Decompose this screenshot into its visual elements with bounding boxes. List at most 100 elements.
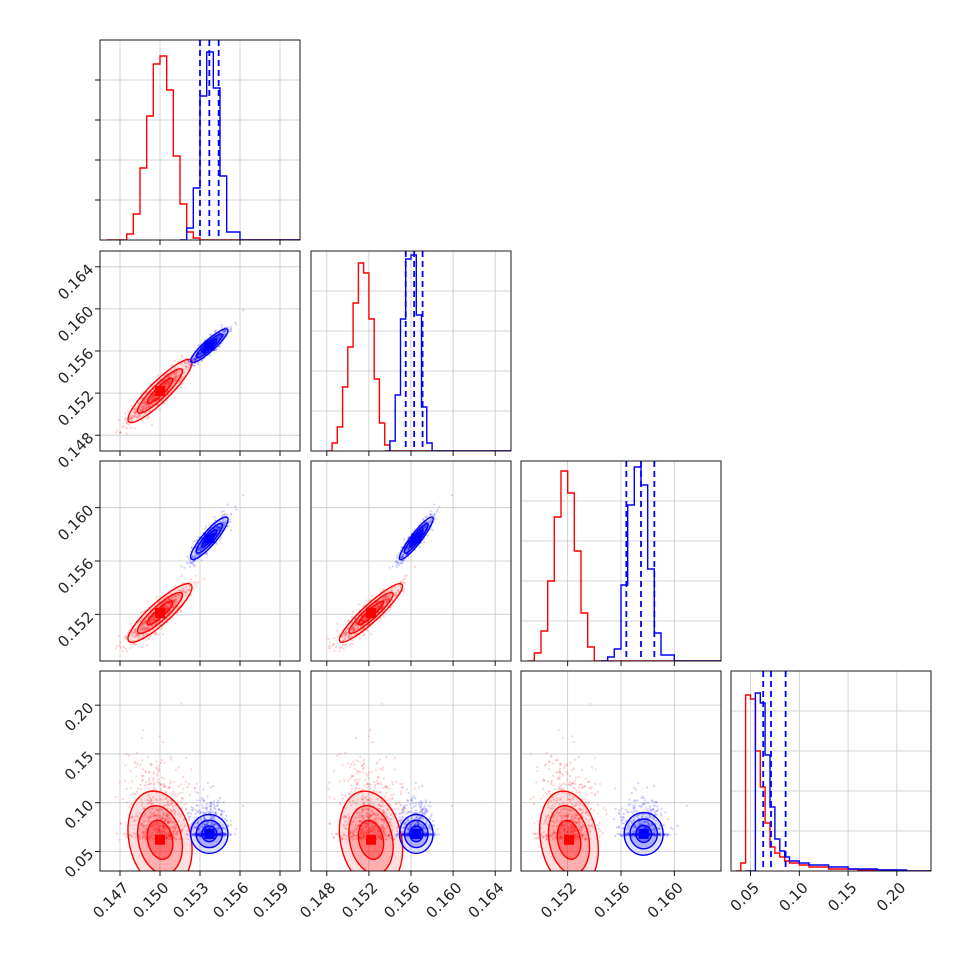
scatter-point — [202, 788, 205, 791]
scatter-point — [147, 637, 151, 640]
scatter-point — [195, 804, 198, 807]
scatter-point — [163, 378, 167, 381]
scatter-point — [173, 376, 176, 379]
scatter-point — [200, 353, 203, 356]
scatter-point — [130, 824, 133, 827]
scatter-point — [166, 835, 169, 838]
scatter-point — [144, 401, 147, 404]
scatter-point — [358, 637, 361, 640]
scatter-point — [217, 825, 220, 828]
scatter-point — [139, 414, 142, 417]
scatter-point — [148, 817, 151, 820]
scatter-point — [130, 417, 133, 420]
scatter-point — [147, 755, 150, 759]
scatter-point — [174, 372, 177, 376]
scatter-point — [189, 562, 192, 565]
scatter-point — [183, 566, 186, 569]
scatter-point — [152, 811, 155, 815]
scatter-point — [213, 817, 216, 821]
scatter-point — [342, 824, 345, 827]
scatter-point — [400, 556, 403, 559]
scatter-point — [338, 650, 341, 653]
scatter-point — [328, 644, 331, 647]
scatter-point — [133, 631, 136, 635]
scatter-point — [152, 394, 155, 397]
scatter-point — [348, 634, 351, 638]
scatter-point — [147, 794, 150, 797]
scatter-point — [361, 619, 364, 622]
scatter-point — [203, 817, 206, 820]
scatter-point — [356, 769, 359, 773]
scatter-point — [173, 598, 176, 601]
scatter-point — [200, 825, 203, 828]
scatter-point — [141, 646, 144, 649]
scatter-point — [354, 623, 357, 626]
scatter-point — [167, 598, 170, 601]
scatter-point — [153, 393, 156, 396]
scatter-point — [194, 357, 197, 360]
scatter-point — [171, 801, 174, 804]
scatter-point — [148, 782, 152, 785]
scatter-point — [144, 403, 147, 406]
scatter-point — [139, 619, 142, 622]
scatter-point — [166, 820, 169, 824]
scatter-point — [213, 811, 216, 814]
scatter-point — [156, 822, 159, 825]
scatter-point — [153, 782, 156, 785]
scatter-point — [142, 627, 145, 630]
scatter-point — [198, 831, 201, 834]
scatter-point — [161, 823, 164, 827]
scatter-point — [173, 604, 176, 607]
scatter-point — [162, 824, 165, 827]
scatter-point — [152, 617, 155, 620]
scatter-point — [126, 422, 129, 425]
scatter-point — [211, 802, 214, 805]
scatter-point — [192, 826, 195, 829]
scatter-point — [167, 821, 170, 824]
scatter-point — [190, 546, 193, 549]
scatter-point — [133, 636, 136, 639]
scatter-point — [165, 607, 168, 610]
scatter-point — [156, 809, 160, 812]
scatter-point — [153, 401, 156, 404]
scatter-point — [162, 812, 165, 816]
scatter-point — [169, 602, 172, 605]
scatter-point — [174, 601, 177, 604]
scatter-point — [165, 598, 168, 602]
scatter-point — [194, 825, 197, 829]
scatter-point — [217, 529, 220, 532]
scatter-point — [217, 833, 220, 836]
scatter-point — [193, 787, 196, 790]
scatter-point — [199, 833, 202, 837]
scatter-point — [188, 585, 191, 588]
scatter-point — [151, 395, 155, 398]
scatter-point — [166, 836, 169, 839]
scatter-point — [222, 832, 225, 835]
scatter-point — [149, 815, 152, 819]
scatter-point — [372, 826, 375, 829]
scatter-point — [138, 635, 141, 638]
scatter-point — [388, 594, 391, 597]
scatter-point — [157, 778, 160, 781]
scatter-point — [141, 778, 145, 781]
scatter-point — [166, 813, 170, 817]
scatter-point — [132, 415, 135, 418]
scatter-point — [450, 494, 453, 497]
scatter-point — [161, 606, 164, 609]
scatter-point — [218, 808, 221, 811]
scatter-point — [185, 365, 188, 368]
scatter-point — [349, 792, 352, 795]
scatter-point — [371, 824, 374, 828]
scatter-point — [157, 827, 160, 831]
scatter-point — [223, 513, 226, 516]
scatter-point — [395, 565, 398, 569]
scatter-point — [384, 598, 387, 601]
scatter-point — [217, 834, 220, 837]
scatter-point — [384, 598, 387, 601]
scatter-point — [166, 612, 170, 615]
scatter-point — [340, 646, 343, 649]
scatter-point — [166, 819, 170, 822]
scatter-point — [203, 543, 206, 546]
scatter-point — [146, 403, 149, 406]
scatter-point — [180, 783, 183, 786]
